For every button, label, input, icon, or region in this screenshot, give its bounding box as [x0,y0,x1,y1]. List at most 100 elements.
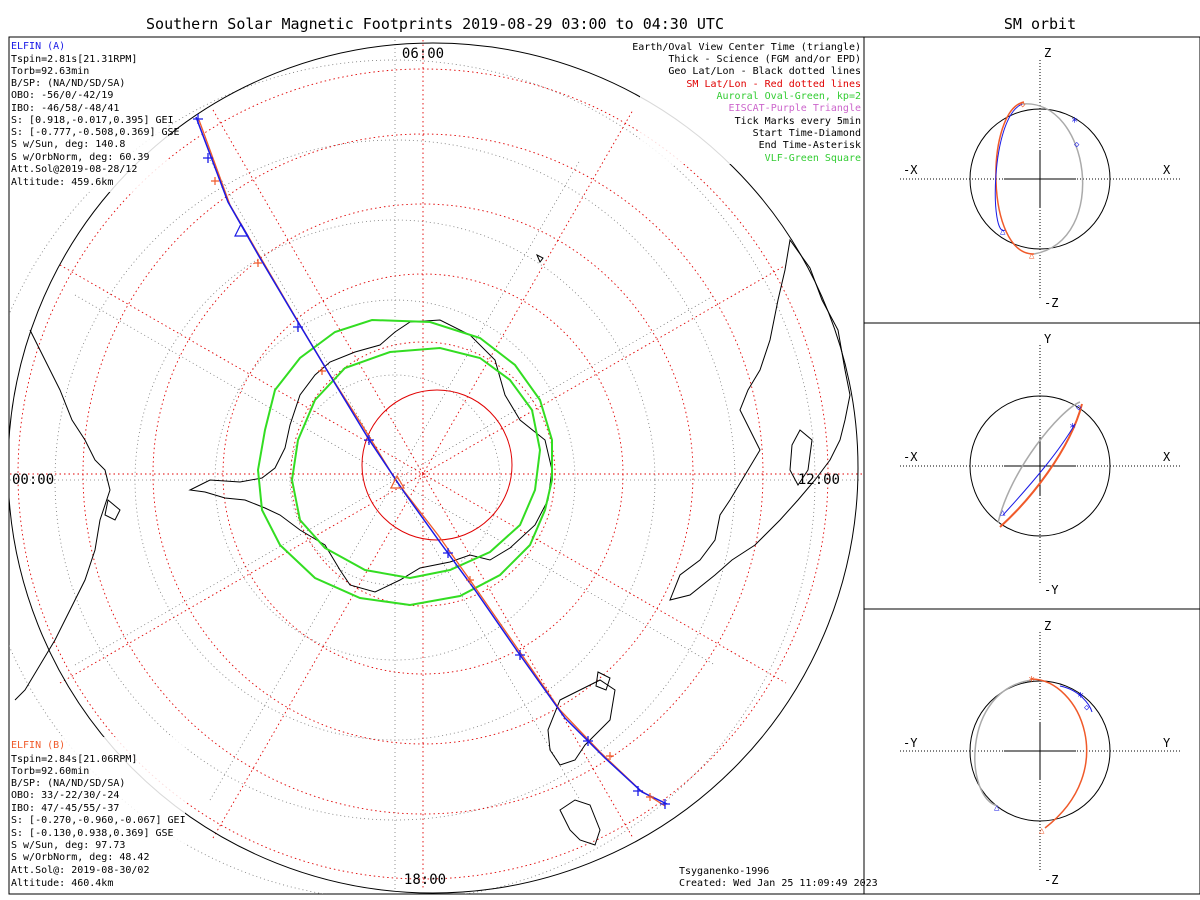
elfin-a-info: ELFIN (A) Tspin=2.81s[21.31RPM] Torb=92.… [10,38,180,192]
axis-label-right: Y [1163,736,1171,750]
legend-entry: Earth/Oval View Center Time (triangle) [632,42,861,53]
orbit-blue [1059,685,1093,713]
axis-label-bottom: -Z [1044,873,1058,887]
orbit-start-diamond-gray: ◇ [1074,140,1080,150]
axis-label-left: -X [903,163,918,177]
elfin-a-line: S w/Sun, deg: 140.8 [11,139,125,150]
legend-entry: End Time-Asterisk [759,140,861,151]
elfin-b-name: ELFIN (B) [11,740,65,751]
orbit-end-asterisk: * [1077,690,1084,704]
elfin-b-line: Att.Sol@: 2019-08-30/02 [11,865,149,876]
coastlines [14,238,851,846]
orbit-frame [863,36,1200,895]
orbit-panel-xy: * ◇ △ Y -Y -X X [900,332,1180,597]
orbit-panel-yz: * * ◇ △ △ Z -Z -Y Y [900,619,1180,887]
orbit-gray [974,679,1033,807]
horizon-circle [9,42,859,894]
orbit-triangle: △ [1000,227,1006,237]
elfin-a-line: B/SP: (NA/ND/SD/SA) [11,78,125,89]
elfin-a-line: Tspin=2.81s[21.31RPM] [11,54,137,65]
track-elfin-a [195,116,668,805]
earth-circle [969,395,1111,537]
axis-label-right: X [1163,163,1171,177]
south-america-coast [14,329,111,701]
legend-entry: Auroral Oval-Green, kp=2 [717,91,862,102]
elfin-b-line: S w/OrbNorm, deg: 48.42 [11,852,149,863]
orbit-gray [997,401,1081,524]
earth-circle [969,680,1111,822]
axis-label-right: X [1163,450,1171,464]
axis-label-left: -X [903,450,918,464]
axis-label-top: Y [1044,332,1052,346]
elfin-a-line: Att.Sol@2019-08-28/12 [11,164,137,175]
auroral-ovals [256,318,553,607]
track-elfin-b [198,119,666,807]
axis-label-bottom: -Y [1044,583,1059,597]
tierra-del-fuego [104,499,121,521]
axis-label-bottom: -Z [1044,296,1058,310]
madagascar-coast [789,429,813,486]
orbit-title: SM orbit [1004,15,1076,33]
elfin-b-line: B/SP: (NA/ND/SD/SA) [11,778,125,789]
auroral-oval-outer [256,318,553,607]
tick-marks-elfin-b [211,177,654,801]
elfin-a-line: OBO: -56/0/-42/19 [11,90,113,101]
elfin-a-line: S: [0.918,-0.017,0.395] GEI [11,115,174,126]
elfin-a-name: ELFIN (A) [11,41,65,52]
plot-title: Southern Solar Magnetic Footprints 2019-… [146,15,724,33]
sm-pole-circle [361,389,513,541]
tasmania-coast [595,671,611,691]
time-label-bottom: 18:00 [404,872,446,888]
elfin-b-line: Altitude: 460.4km [11,878,113,889]
elfin-b-line: OBO: 33/-22/30/-24 [11,790,119,801]
sm-grid [10,40,862,890]
orbit-triangle: △ [994,803,1000,813]
polar-map [9,40,862,894]
legend-entry: Thick - Science (FGM and/or EPD) [668,54,861,65]
created-timestamp: Created: Wed Jan 25 11:09:49 2023 [679,878,878,889]
elfin-a-line: S: [-0.777,-0.508,0.369] GSE [11,127,180,138]
elfin-b-line: S: [-0.130,0.938,0.369] GSE [11,828,174,839]
legend-entry: Geo Lat/Lon - Black dotted lines [668,66,861,77]
earth-circle [969,108,1111,250]
elfin-b-line: S: [-0.270,-0.960,-0.067] GEI [11,815,186,826]
legend-entry: Tick Marks every 5min [735,116,861,127]
auroral-oval-inner [290,346,542,580]
elfin-b-line: S w/Sun, deg: 97.73 [11,840,125,851]
small-island [536,253,544,263]
elfin-b-line: Torb=92.60min [11,766,89,777]
orbit-blue [1002,423,1076,516]
orbit-gray [1021,103,1084,255]
legend-entry: Start Time-Diamond [753,128,861,139]
orbit-panel-xz: * ◇ ◇ △ △ Z -Z -X X [900,46,1180,310]
view-center-triangle-b [390,474,406,489]
orbit-blue [994,103,1023,231]
elfin-b-line: IBO: 47/-45/55/-37 [11,803,119,814]
legend: Earth/Oval View Center Time (triangle) T… [632,38,862,164]
australia-coast [547,679,616,766]
orbit-triangle: △ [1029,251,1035,261]
time-label-top: 06:00 [402,46,444,62]
elfin-a-line: Altitude: 459.6km [11,177,113,188]
orbit-start-diamond: ◇ [1076,403,1082,413]
orbit-red [999,403,1083,528]
elfin-b-line: Tspin=2.84s[21.06RPM] [11,754,137,765]
axis-label-top: Z [1044,619,1051,633]
legend-entry: EISCAT-Purple Triangle [729,103,861,114]
time-label-right: 12:00 [798,472,840,488]
tracks [193,114,670,809]
elfin-b-info: ELFIN (B) Tspin=2.84s[21.06RPM] Torb=92.… [10,737,186,893]
legend-entry: SM Lat/Lon - Red dotted lines [686,79,861,90]
tick-marks-elfin-a [193,114,670,809]
orbit-triangle: △ [1000,508,1006,518]
elfin-a-line: Torb=92.63min [11,66,89,77]
orbit-triangle: △ [1039,826,1045,836]
antarctica-coast [188,319,553,593]
orbit-end-asterisk-red: * [1028,674,1035,688]
elfin-a-line: S w/OrbNorm, deg: 60.39 [11,152,149,163]
time-label-left: 00:00 [12,472,54,488]
model-credit: Tsyganenko-1996 [679,866,769,877]
orbit-start-diamond: ◇ [1020,100,1026,110]
africa-coast [669,238,851,601]
